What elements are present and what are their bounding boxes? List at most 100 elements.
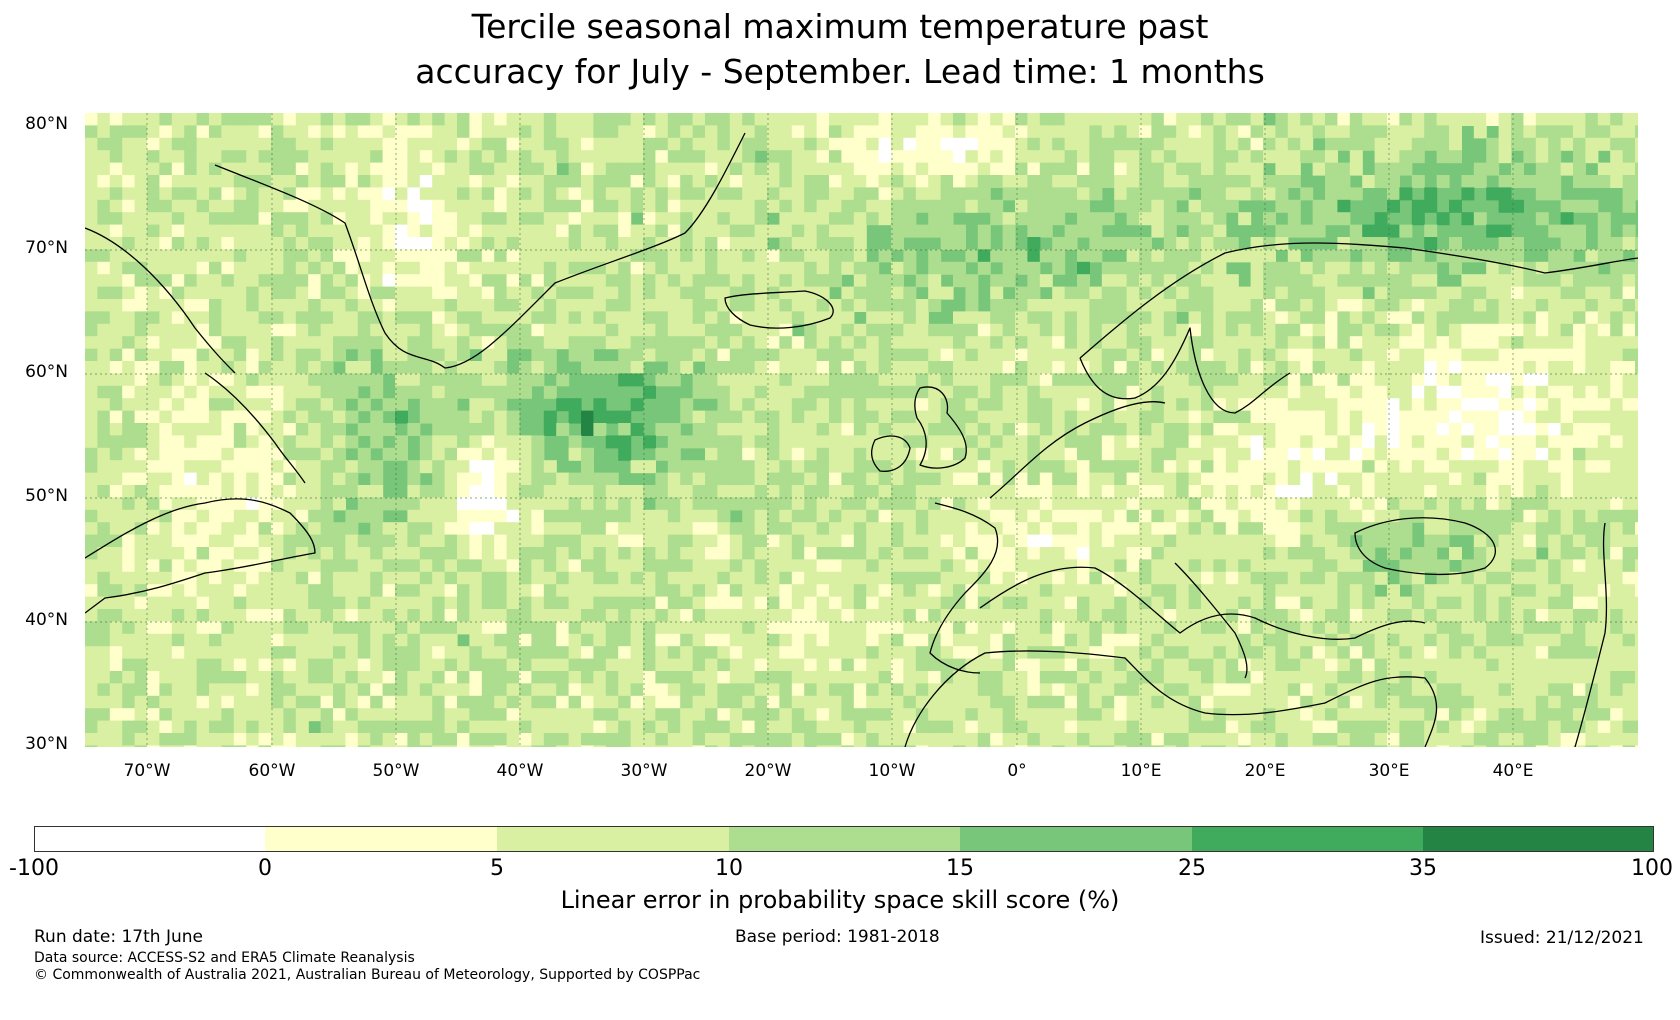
skill-cell — [1300, 137, 1314, 151]
skill-cell — [1535, 497, 1549, 511]
skill-cell — [519, 224, 532, 238]
skill-cell — [1126, 113, 1140, 126]
skill-cell — [395, 224, 408, 238]
skill-cell — [568, 311, 582, 325]
skill-cell — [171, 547, 185, 560]
skill-cell — [841, 410, 855, 424]
skill-cell — [382, 286, 396, 300]
skill-cell — [519, 485, 532, 498]
skill-cell — [1535, 323, 1549, 337]
skill-cell — [432, 447, 446, 461]
skill-cell — [965, 621, 979, 635]
skill-cell — [1473, 571, 1487, 585]
skill-cell — [407, 261, 421, 275]
skill-cell — [122, 460, 136, 474]
skill-cell — [953, 497, 966, 511]
skill-cell — [1511, 385, 1524, 399]
skill-cell — [1002, 150, 1016, 164]
skill-cell — [147, 497, 160, 511]
skill-cell — [1077, 187, 1090, 201]
skill-cell — [233, 224, 247, 238]
skill-cell — [816, 373, 830, 387]
skill-cell — [866, 162, 880, 176]
skill-cell — [1027, 621, 1041, 635]
skill-cell — [643, 385, 656, 399]
skill-cell — [370, 584, 384, 598]
skill-cell — [543, 286, 557, 300]
skill-cell — [556, 423, 570, 436]
skill-cell — [1201, 509, 1214, 523]
skill-cell — [1399, 534, 1413, 548]
skill-cell — [1275, 224, 1289, 238]
skill-cell — [1548, 509, 1562, 523]
skill-cell — [1238, 522, 1252, 536]
skill-cell — [122, 175, 136, 188]
skill-cell — [333, 547, 346, 560]
skill-cell — [1015, 559, 1028, 573]
skill-cell — [1486, 509, 1500, 523]
skill-cell — [295, 125, 309, 139]
skill-cell — [271, 336, 284, 350]
skill-cell — [1077, 435, 1090, 449]
skill-cell — [1151, 125, 1165, 139]
skill-cell — [841, 224, 855, 238]
skill-cell — [1151, 113, 1165, 126]
skill-cell — [1362, 584, 1376, 598]
skill-cell — [209, 125, 222, 139]
skill-cell — [1622, 485, 1636, 498]
skill-cell — [345, 274, 359, 288]
skill-cell — [209, 621, 222, 635]
skill-cell — [395, 609, 408, 622]
skill-cell — [1163, 398, 1177, 412]
skill-cell — [853, 187, 867, 201]
skill-cell — [1163, 224, 1177, 238]
skill-cell — [233, 137, 247, 151]
skill-cell — [283, 522, 297, 536]
skill-cell — [767, 150, 780, 164]
skill-cell — [903, 497, 917, 511]
skill-cell — [779, 361, 793, 374]
skill-cell — [147, 150, 160, 164]
skill-cell — [1101, 497, 1115, 511]
skill-cell — [618, 336, 632, 350]
skill-cell — [531, 485, 545, 498]
skill-cell — [1349, 398, 1363, 412]
skill-cell — [891, 447, 904, 461]
skill-cell — [271, 571, 284, 585]
skill-cell — [1250, 249, 1264, 263]
skill-cell — [1535, 212, 1549, 226]
skill-cell — [357, 609, 371, 622]
skill-cell — [122, 212, 136, 226]
skill-cell — [618, 534, 632, 548]
skill-cell — [382, 311, 396, 325]
skill-cell — [667, 187, 681, 201]
skill-cell — [395, 547, 408, 560]
skill-cell — [990, 274, 1004, 288]
skill-cell — [655, 547, 669, 560]
skill-cell — [531, 361, 545, 374]
skill-cell — [1436, 584, 1450, 598]
skill-cell — [1002, 485, 1016, 498]
skill-cell — [481, 274, 495, 288]
skill-cell — [891, 137, 904, 151]
skill-cell — [543, 497, 557, 511]
skill-cell — [258, 509, 272, 523]
skill-cell — [147, 187, 160, 201]
skill-cell — [1325, 460, 1338, 474]
skill-cell — [853, 398, 867, 412]
skill-cell — [742, 125, 756, 139]
skill-cell — [1238, 249, 1252, 263]
skill-cell — [196, 609, 210, 622]
skill-cell — [457, 261, 470, 275]
skill-cell — [667, 323, 681, 337]
skill-cell — [469, 596, 483, 610]
skill-cell — [134, 596, 148, 610]
skill-cell — [767, 398, 780, 412]
skill-cell — [1151, 299, 1165, 312]
skill-cell — [97, 361, 111, 374]
skill-cell — [581, 162, 594, 176]
skill-cell — [1511, 361, 1524, 374]
skill-cell — [345, 485, 359, 498]
skill-cell — [333, 559, 346, 573]
skill-cell — [1610, 361, 1624, 374]
